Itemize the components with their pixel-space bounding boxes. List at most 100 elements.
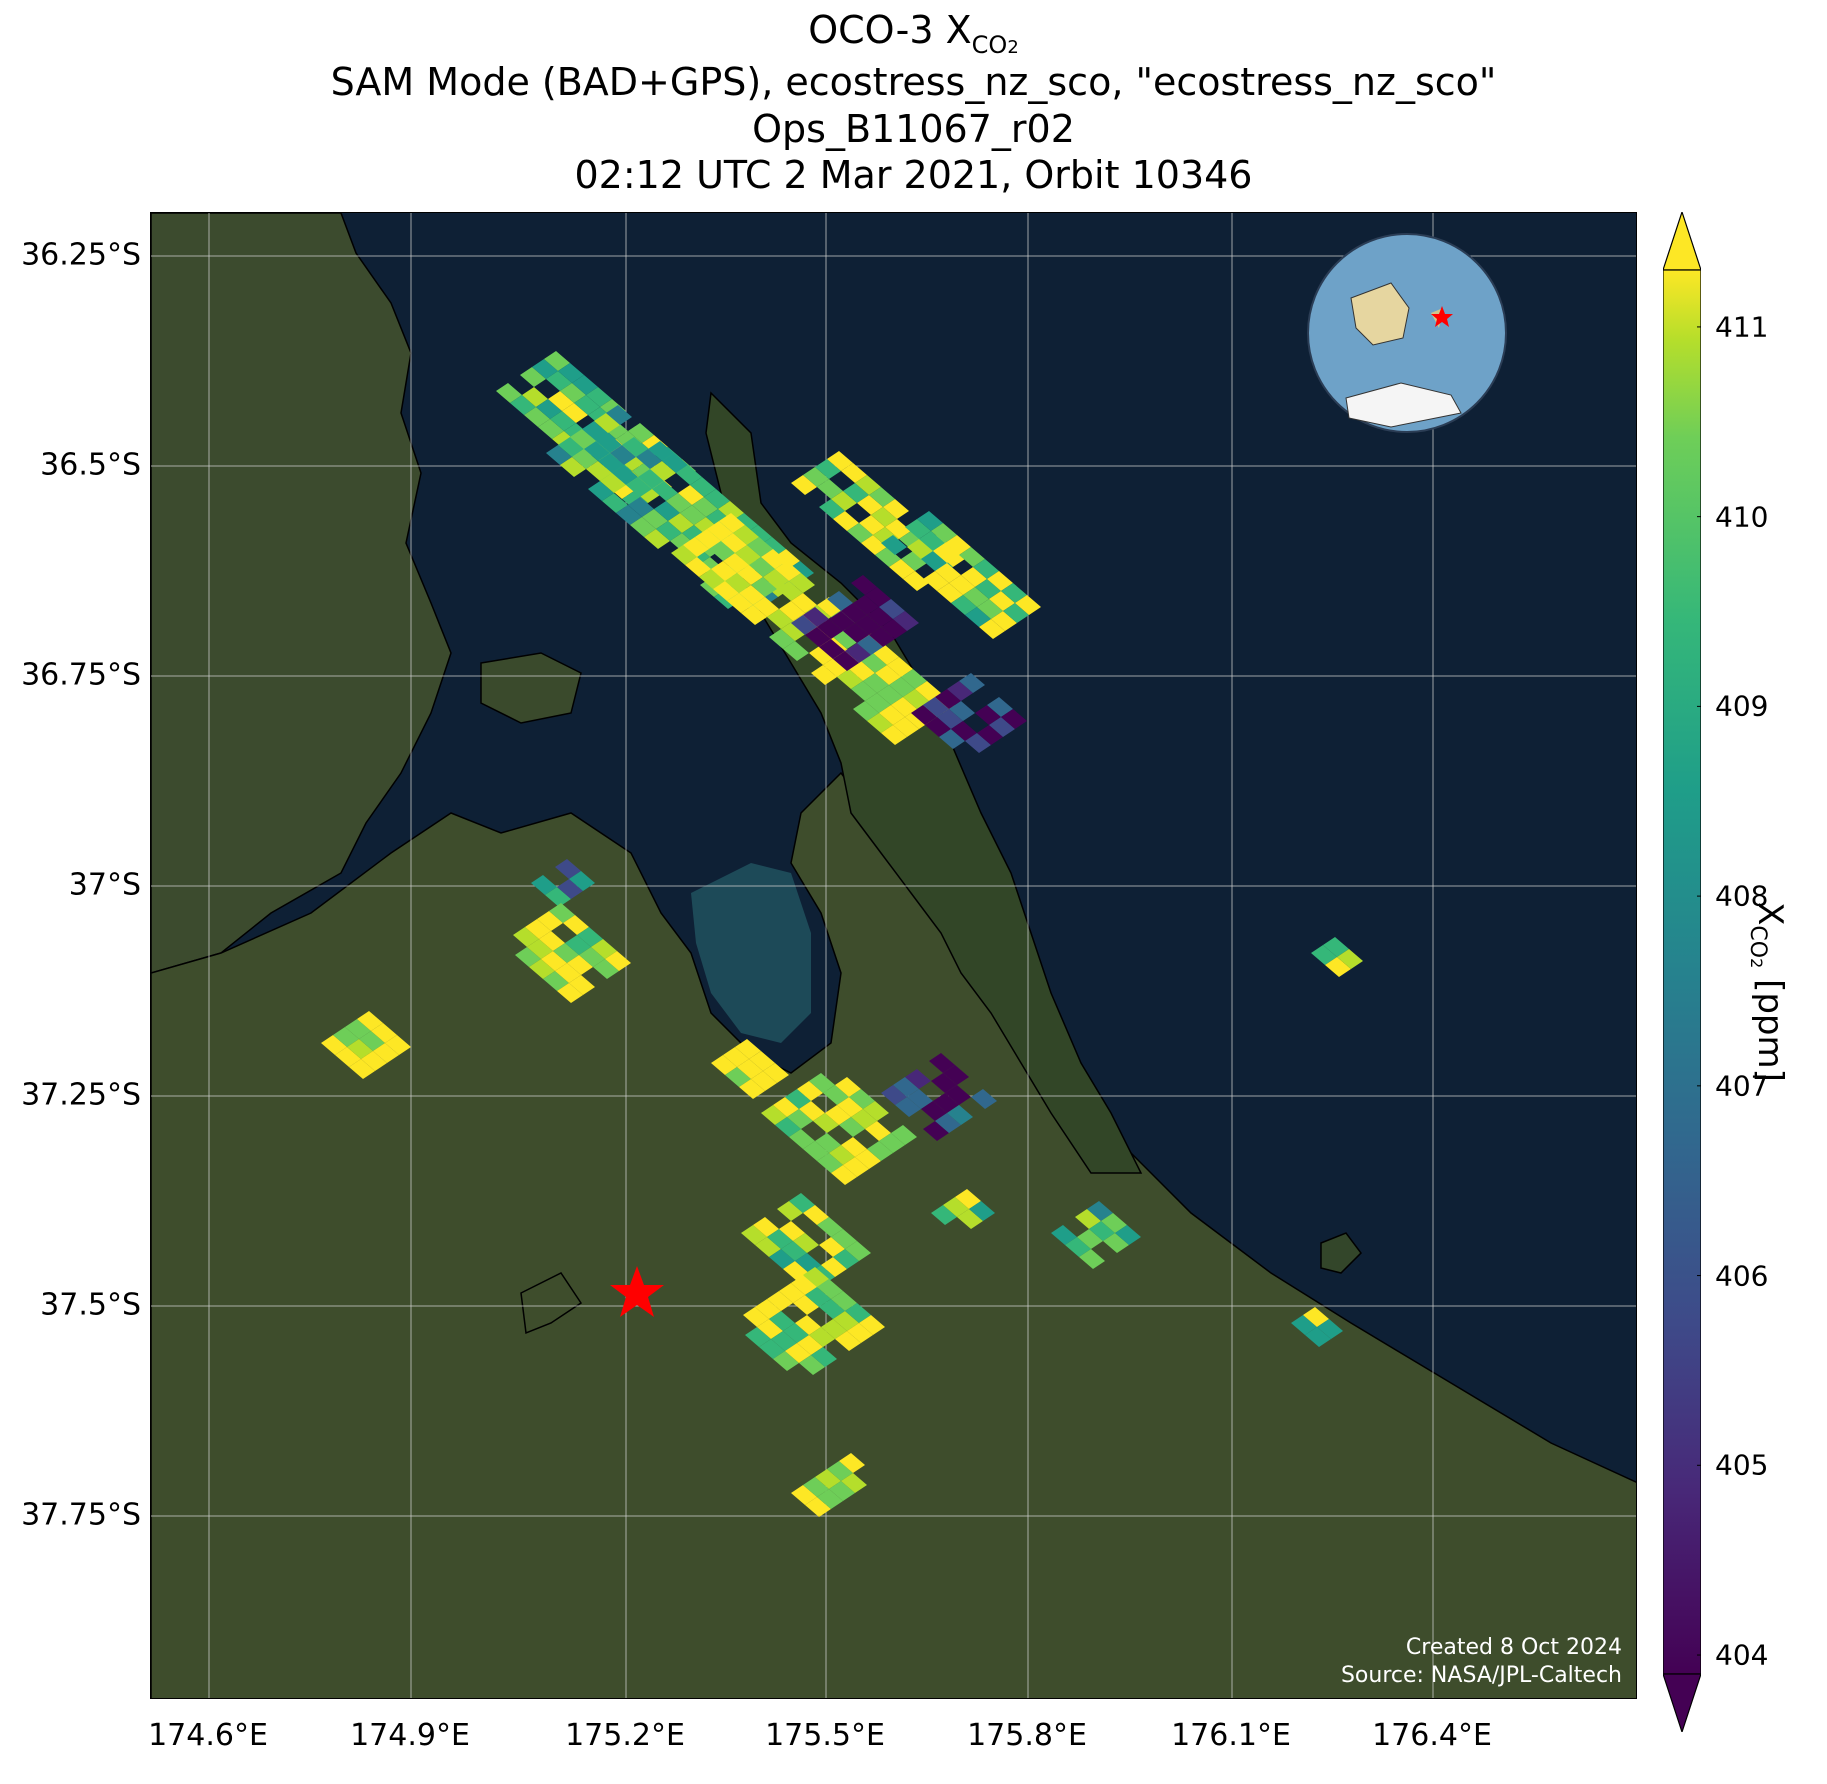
xco2-sounding xyxy=(719,513,745,533)
xco2-sounding xyxy=(563,915,589,935)
xco2-sounding xyxy=(538,419,564,439)
xco2-sounding xyxy=(783,641,809,661)
xco2-sounding xyxy=(767,1291,793,1311)
xco2-sounding xyxy=(349,1059,375,1079)
xco2-sounding xyxy=(628,497,654,517)
colorbar-tick-label: 405 xyxy=(1715,1448,1769,1482)
xco2-sounding xyxy=(763,569,789,589)
xco2-sounding xyxy=(867,713,893,733)
xco2-sounding xyxy=(863,1101,889,1121)
xco2-sounding xyxy=(853,701,879,721)
xco2-sounding xyxy=(989,591,1015,611)
xco2-sounding xyxy=(555,963,581,983)
xco2-sounding xyxy=(933,1093,959,1113)
xco2-sounding xyxy=(951,595,977,615)
xco2-sounding xyxy=(935,563,961,583)
xco2-sounding xyxy=(741,1225,767,1245)
xco2-sounding xyxy=(831,1229,857,1249)
xco2-sounding xyxy=(803,1267,829,1287)
xco2-sounding xyxy=(797,1081,823,1101)
xco2-sounding xyxy=(919,531,945,551)
xco2-sounding xyxy=(789,1193,815,1213)
xco2-sounding xyxy=(817,479,843,499)
xco2-sounding xyxy=(699,569,725,589)
lat-tick-3: 36.75°S xyxy=(21,657,141,693)
xco2-sounding xyxy=(959,547,985,567)
xco2-sounding xyxy=(586,387,612,407)
xco2-sounding xyxy=(788,561,814,581)
xco2-sounding xyxy=(971,1089,997,1109)
xco2-sounding xyxy=(937,709,963,729)
map-canvas xyxy=(151,213,1636,1698)
xco2-sounding xyxy=(877,685,903,705)
xco2-sounding xyxy=(943,1065,969,1085)
lat-tick-2: 36.5°S xyxy=(40,447,141,483)
xco2-sounding xyxy=(558,437,584,457)
xco2-sounding xyxy=(749,1051,775,1071)
xco2-sounding xyxy=(711,561,737,581)
xco2-sounding xyxy=(685,557,711,577)
xco2-sounding xyxy=(755,1299,781,1319)
xco2-sounding xyxy=(743,1307,769,1327)
xco2-sounding xyxy=(799,1101,825,1121)
xco2-sounding xyxy=(562,403,588,423)
xco2-sounding xyxy=(977,599,1003,619)
xco2-sounding xyxy=(905,1069,931,1089)
xco2-sounding xyxy=(929,1053,955,1073)
xco2-sounding xyxy=(723,1047,749,1067)
xco2-sounding xyxy=(539,931,565,951)
xco2-sounding xyxy=(951,721,977,741)
xco2-sounding xyxy=(779,1221,805,1241)
xco2-sounding xyxy=(791,1485,817,1505)
lon-tick-7: 176.4°E xyxy=(1372,1718,1492,1753)
xco2-sounding xyxy=(605,951,631,971)
xco2-sounding xyxy=(835,1331,861,1351)
xco2-sounding xyxy=(695,529,721,549)
colorbar-title: XCO2 [ppm] xyxy=(1745,902,1790,1082)
xco2-sounding xyxy=(612,465,638,485)
xco2-sounding xyxy=(841,1137,867,1157)
xco2-sounding xyxy=(939,729,965,749)
xco2-sounding xyxy=(975,579,1001,599)
xco2-sounding xyxy=(769,1249,795,1269)
xco2-sounding xyxy=(843,1157,869,1177)
xco2-sounding xyxy=(831,491,857,511)
xco2-sounding xyxy=(591,939,617,959)
xco2-sounding xyxy=(837,669,863,689)
xco2-sounding xyxy=(885,519,911,539)
xco2-sounding xyxy=(787,1109,813,1129)
xco2-sounding xyxy=(1325,957,1351,977)
xco2-sounding xyxy=(333,1027,359,1047)
xco2-sounding xyxy=(524,407,550,427)
xco2-sounding xyxy=(527,939,553,959)
xco2-sounding xyxy=(1015,595,1041,615)
xco2-sounding xyxy=(767,1229,793,1249)
xco2-sounding xyxy=(803,607,829,627)
xco2-sounding xyxy=(359,1031,385,1051)
xco2-sounding xyxy=(594,413,620,433)
xco2-sounding xyxy=(837,1097,863,1117)
xco2-sounding xyxy=(789,1129,815,1149)
xco2-sounding xyxy=(809,1327,835,1347)
xco2-sounding xyxy=(915,681,941,701)
xco2-sounding xyxy=(628,423,654,443)
xco2-sounding xyxy=(869,487,895,507)
xco2-sounding xyxy=(596,433,622,453)
xco2-sounding xyxy=(1001,709,1027,729)
xco2-sounding xyxy=(863,673,889,693)
xco2-sounding xyxy=(879,705,905,725)
lon-tick-5: 175.8°E xyxy=(967,1718,1087,1753)
xco2-sounding xyxy=(656,521,682,541)
xco2-sounding xyxy=(537,911,563,931)
colorbar-tick-label: 409 xyxy=(1715,689,1769,723)
xco2-sounding xyxy=(791,615,817,635)
xco2-sounding xyxy=(923,571,949,591)
xco2-sounding xyxy=(753,1217,779,1237)
xco2-sounding xyxy=(721,533,747,553)
xco2-sounding xyxy=(626,477,652,497)
colorbar-tick-label: 407 xyxy=(1715,1069,1769,1103)
chart-subtitle-version: Ops_B11067_r02 xyxy=(752,107,1075,151)
xco2-sounding xyxy=(811,665,837,685)
xco2-sounding xyxy=(819,639,845,659)
xco2-sounding xyxy=(865,1121,891,1141)
